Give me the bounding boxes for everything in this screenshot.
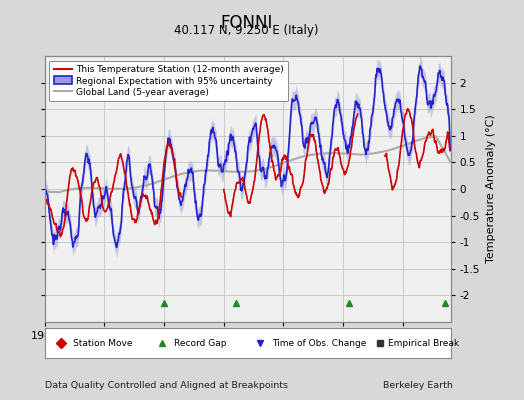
Legend: This Temperature Station (12-month average), Regional Expectation with 95% uncer: This Temperature Station (12-month avera… [49,60,288,102]
Text: Time of Obs. Change: Time of Obs. Change [272,338,366,348]
Text: Empirical Break: Empirical Break [388,338,459,348]
Text: FONNI: FONNI [220,14,272,32]
Text: 40.117 N, 9.250 E (Italy): 40.117 N, 9.250 E (Italy) [174,24,319,37]
Y-axis label: Temperature Anomaly (°C): Temperature Anomaly (°C) [486,115,496,263]
Text: Station Move: Station Move [73,338,133,348]
Text: Record Gap: Record Gap [174,338,227,348]
Text: Data Quality Controlled and Aligned at Breakpoints: Data Quality Controlled and Aligned at B… [45,381,288,390]
Text: Berkeley Earth: Berkeley Earth [384,381,453,390]
